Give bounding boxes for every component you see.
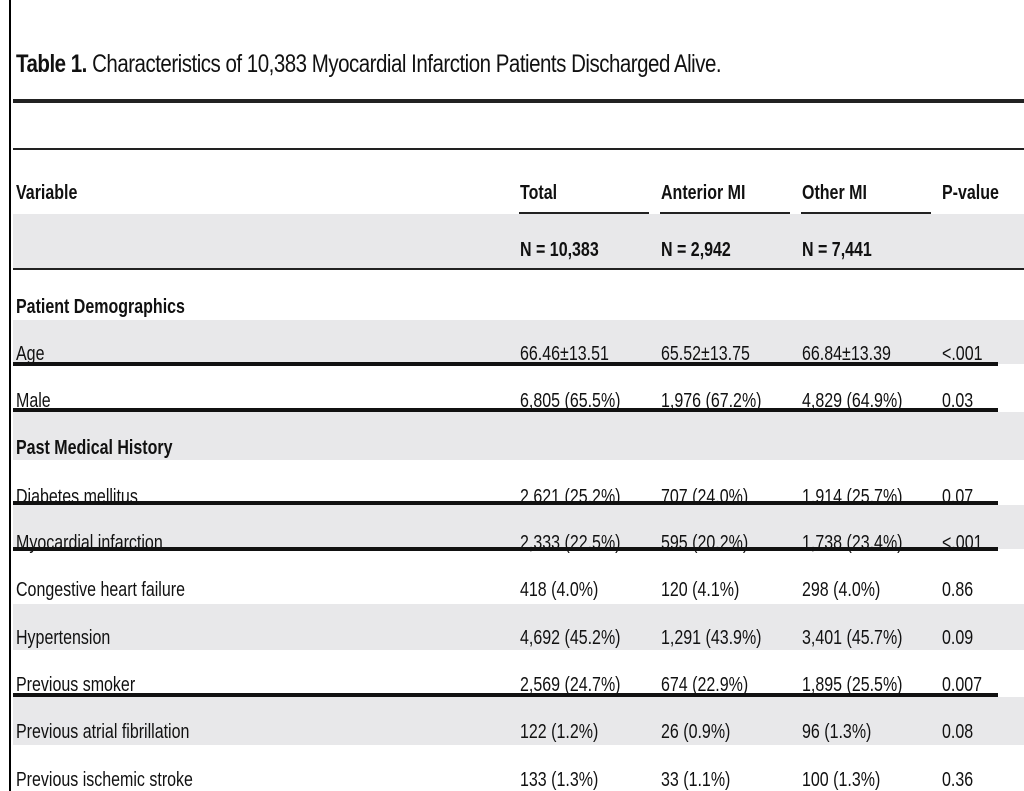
left-margin-rule — [9, 0, 11, 791]
cell-total: 2,569 (24.7%) — [520, 674, 621, 696]
cell-total: 6,805 (65.5%) — [520, 390, 621, 412]
row-band-af — [13, 697, 1024, 745]
cell-other: 3,401 (45.7%) — [802, 627, 903, 649]
cell-total: 122 (1.2%) — [520, 721, 599, 743]
table-title: Table 1. Characteristics of 10,383 Myoca… — [16, 50, 722, 79]
n-total: N = 10,383 — [520, 239, 599, 261]
cell-variable: Congestive heart failure — [16, 579, 185, 601]
cell-other: 298 (4.0%) — [802, 579, 881, 601]
cell-other: 96 (1.3%) — [802, 721, 872, 743]
row-band-age — [13, 320, 1024, 364]
cell-total: 66.46±13.51 — [520, 343, 609, 365]
cell-other: 66.84±13.39 — [802, 343, 891, 365]
col-header-other: Other MI — [802, 182, 867, 204]
cell-pvalue: 0.86 — [942, 579, 974, 601]
row-separator — [13, 547, 998, 551]
cell-anterior: 26 (0.9%) — [661, 721, 731, 743]
n-row-band — [13, 214, 1024, 268]
table-title-label: Table 1. — [16, 50, 87, 78]
cell-anterior: 1,291 (43.9%) — [661, 627, 762, 649]
cell-pvalue: <.001 — [942, 343, 983, 365]
cell-pvalue: 0.36 — [942, 769, 974, 791]
cell-variable: Previous atrial fibrillation — [16, 721, 190, 743]
cell-variable: Age — [16, 343, 45, 365]
col-header-variable: Variable — [16, 182, 78, 204]
col-underline-total — [519, 212, 649, 214]
section-demographics: Patient Demographics — [16, 296, 185, 318]
cell-pvalue: 0.03 — [942, 390, 974, 412]
cell-variable: Male — [16, 390, 51, 412]
cell-variable: Previous smoker — [16, 674, 136, 696]
cell-pvalue: 0.007 — [942, 674, 983, 696]
cell-total: 4,692 (45.2%) — [520, 627, 621, 649]
row-band-mi — [13, 505, 1024, 549]
cell-pvalue: 0.08 — [942, 721, 974, 743]
cell-other: 4,829 (64.9%) — [802, 390, 903, 412]
cell-anterior: 33 (1.1%) — [661, 769, 731, 791]
row-separator — [13, 501, 998, 505]
row-separator — [13, 693, 998, 697]
row-band-hypertension — [13, 604, 1024, 650]
row-separator — [13, 362, 998, 366]
cell-variable: Hypertension — [16, 627, 111, 649]
header-bottom-rule — [13, 268, 1024, 270]
cell-anterior: 1,976 (67.2%) — [661, 390, 762, 412]
section-band-history — [13, 412, 1024, 460]
col-underline-other — [801, 212, 931, 214]
col-header-total: Total — [520, 182, 558, 204]
col-header-pvalue: P-value — [942, 182, 999, 204]
cell-pvalue: 0.09 — [942, 627, 974, 649]
col-underline-anterior — [660, 212, 790, 214]
row-separator — [13, 408, 998, 412]
cell-other: 1,895 (25.5%) — [802, 674, 903, 696]
section-history: Past Medical History — [16, 437, 173, 459]
n-other: N = 7,441 — [802, 239, 872, 261]
cell-anterior: 674 (22.9%) — [661, 674, 749, 696]
col-header-anterior: Anterior MI — [661, 182, 746, 204]
cell-anterior: 65.52±13.75 — [661, 343, 750, 365]
cell-total: 133 (1.3%) — [520, 769, 599, 791]
cell-variable: Previous ischemic stroke — [16, 769, 193, 791]
cell-anterior: 120 (4.1%) — [661, 579, 740, 601]
cell-other: 100 (1.3%) — [802, 769, 881, 791]
cell-total: 418 (4.0%) — [520, 579, 599, 601]
header-top-rule — [13, 148, 1024, 150]
n-anterior: N = 2,942 — [661, 239, 731, 261]
table-title-text: Characteristics of 10,383 Myocardial Inf… — [92, 50, 722, 78]
title-rule — [13, 99, 1024, 103]
